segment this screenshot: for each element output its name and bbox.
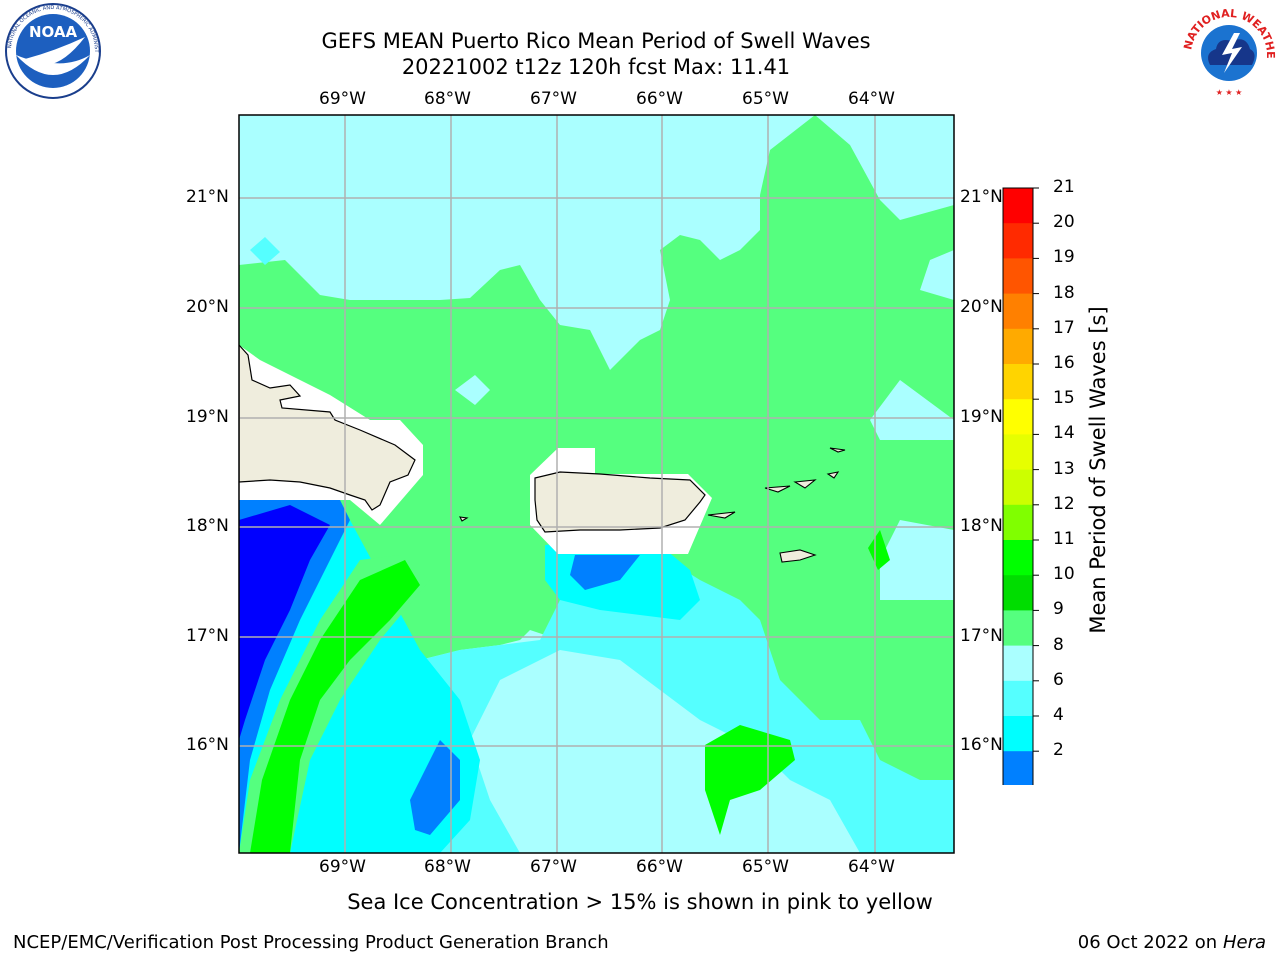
lat-label-right: 17°N <box>960 626 1003 646</box>
colorbar <box>1002 187 1039 785</box>
map-title: GEFS MEAN Puerto Rico Mean Period of Swe… <box>321 29 871 53</box>
colorbar-label: 9 <box>1053 599 1064 620</box>
footer-date-text: 06 Oct 2022 on <box>1077 932 1223 953</box>
colorbar-segment <box>1003 716 1033 752</box>
lon-label-bottom: 64°W <box>848 857 895 877</box>
lon-label-top: 67°W <box>530 89 577 109</box>
land-virgin-islands <box>459 447 846 563</box>
lon-label-top: 69°W <box>319 89 366 109</box>
field-9-10-patch1 <box>455 375 490 405</box>
lat-label-left: 21°N <box>186 187 229 207</box>
noaa-logo: NOAA NATIONAL OCEANIC AND ATMOSPHERIC AD… <box>0 0 103 103</box>
colorbar-label: 2 <box>1053 740 1064 761</box>
colorbar-segment <box>1003 434 1033 471</box>
field-4-6-south <box>410 740 460 835</box>
lat-label-right: 19°N <box>960 407 1003 427</box>
colorbar-segment <box>1003 364 1033 400</box>
colorbar-segment <box>1003 680 1033 717</box>
footer-machine: Hera <box>1222 932 1266 953</box>
colorbar-segment <box>1003 328 1033 365</box>
map-frame <box>238 114 955 854</box>
colorbar-label: 10 <box>1053 564 1075 585</box>
lon-label-top: 64°W <box>848 89 895 109</box>
colorbar-segment <box>1003 223 1033 259</box>
nws-logo: NATIONAL WEATHER SERVICE ★ ★ ★ <box>1176 0 1278 103</box>
footer-date: 06 Oct 2022 on Hera <box>1078 932 1266 953</box>
colorbar-segment <box>1003 399 1033 435</box>
map-subtitle: 20221002 t12z 120h fcst Max: 11.41 <box>401 55 791 79</box>
lat-label-left: 19°N <box>186 407 229 427</box>
swell-period-field <box>239 115 954 853</box>
lon-label-bottom: 69°W <box>319 857 366 877</box>
colorbar-label: 20 <box>1053 212 1075 233</box>
footer-branch: NCEP/EMC/Verification Post Processing Pr… <box>13 932 609 953</box>
svg-text:★ ★ ★: ★ ★ ★ <box>1216 88 1243 97</box>
lat-label-left: 16°N <box>186 735 229 755</box>
colorbar-segment <box>1003 751 1033 785</box>
colorbar-segment <box>1003 469 1033 506</box>
field-8-9-patch1 <box>250 237 280 265</box>
lat-label-right: 20°N <box>960 297 1003 317</box>
colorbar-label: 17 <box>1053 317 1075 338</box>
colorbar-label: 13 <box>1053 458 1075 479</box>
land-hispaniola <box>239 344 416 511</box>
graticule <box>239 115 954 853</box>
lon-label-top: 66°W <box>636 89 683 109</box>
lat-label-left: 20°N <box>186 297 229 317</box>
colorbar-label: 4 <box>1053 705 1064 725</box>
colorbar-label: 14 <box>1053 423 1075 444</box>
field-11-12-east <box>868 530 890 570</box>
colorbar-label: 12 <box>1053 493 1075 514</box>
colorbar-frame <box>1002 187 1034 785</box>
field-11-12 <box>250 560 420 853</box>
colorbar-segment <box>1003 504 1033 541</box>
colorbar-label: 8 <box>1053 634 1064 655</box>
lat-label-right: 18°N <box>960 516 1003 536</box>
colorbar-label: 15 <box>1053 388 1075 409</box>
sea-ice-note: Sea Ice Concentration > 15% is shown in … <box>347 890 933 914</box>
field-11-12-south <box>705 725 795 835</box>
field-2-4 <box>239 505 330 853</box>
colorbar-label: 11 <box>1053 529 1075 549</box>
lat-label-left: 17°N <box>186 626 229 646</box>
colorbar-label: 18 <box>1053 282 1075 303</box>
colorbar-segment <box>1003 575 1033 611</box>
colorbar-segment <box>1003 188 1033 224</box>
lon-label-bottom: 67°W <box>530 857 577 877</box>
colorbar-segment <box>1003 645 1033 682</box>
lat-label-right: 16°N <box>960 735 1003 755</box>
colorbar-label: 21 <box>1053 177 1075 197</box>
colorbar-segment <box>1003 610 1033 647</box>
field-9-10-south <box>470 650 860 853</box>
lat-label-right: 21°N <box>960 187 1003 207</box>
lon-label-bottom: 65°W <box>742 857 789 877</box>
lon-label-top: 68°W <box>424 89 471 109</box>
colorbar-label: 19 <box>1053 247 1075 268</box>
svg-text:NOAA: NOAA <box>29 23 78 41</box>
colorbar-segment <box>1003 293 1033 330</box>
lat-label-left: 18°N <box>186 516 229 536</box>
lon-label-bottom: 66°W <box>636 857 683 877</box>
lon-label-bottom: 68°W <box>424 857 471 877</box>
lon-label-top: 65°W <box>742 89 789 109</box>
colorbar-title: Mean Period of Swell Waves [s] <box>1086 306 1110 634</box>
colorbar-segment <box>1003 258 1033 295</box>
colorbar-label: 16 <box>1053 353 1075 373</box>
colorbar-label: 6 <box>1053 669 1064 690</box>
colorbar-segment <box>1003 540 1033 576</box>
field-4-6-pr <box>570 555 640 590</box>
